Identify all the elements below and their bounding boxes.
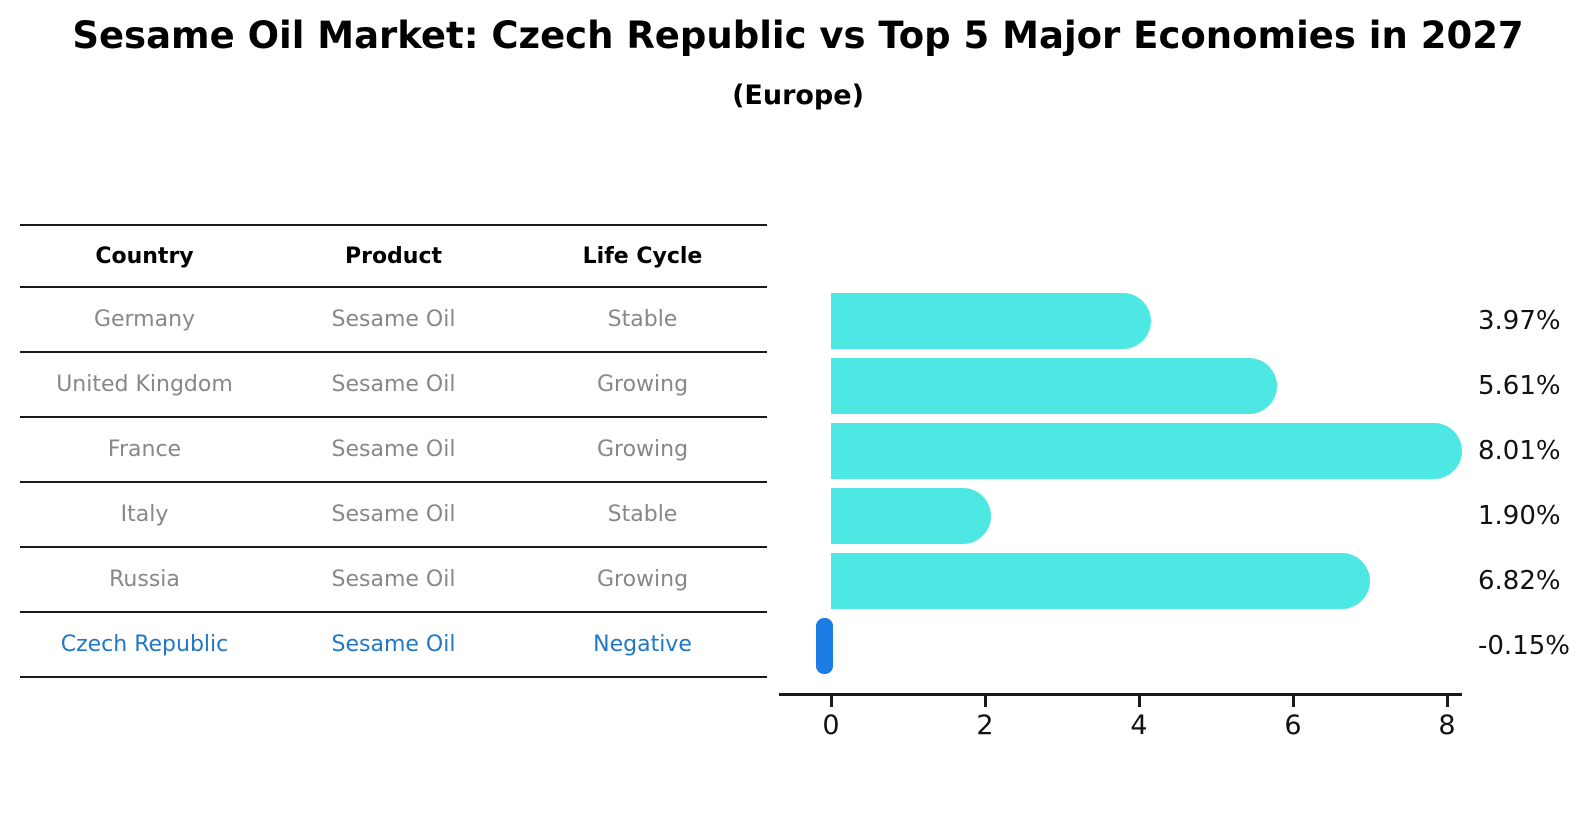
value-label-france: 8.01% (1478, 436, 1561, 466)
table-row-czech-republic: Czech Republic Sesame Oil Negative (20, 613, 767, 678)
cell-life-cycle: Growing (596, 437, 689, 462)
cell-country: Italy (120, 502, 169, 527)
cell-country: Germany (93, 307, 196, 332)
x-tick-mark-0 (829, 696, 833, 707)
value-label-russia: 6.82% (1478, 566, 1561, 596)
x-axis-line (779, 693, 1462, 696)
table-header-product: Product (344, 243, 443, 269)
table-row-france: France Sesame Oil Growing (20, 418, 767, 483)
value-label-italy: 1.90% (1478, 501, 1561, 531)
x-tick-label-4: 4 (1130, 710, 1148, 741)
table-header-country: Country (95, 243, 194, 269)
cell-product: Sesame Oil (331, 307, 456, 332)
bar-united-kingdom (831, 358, 1277, 414)
cell-country: France (107, 437, 182, 462)
bar-russia (831, 553, 1371, 609)
x-tick-label-2: 2 (976, 710, 994, 741)
x-tick-mark-6 (1291, 696, 1295, 707)
country-table: Country Product Life Cycle Germany Sesame… (20, 224, 767, 678)
table-row-italy: Italy Sesame Oil Stable (20, 483, 767, 548)
table-row-united-kingdom: United Kingdom Sesame Oil Growing (20, 353, 767, 418)
table-body: Germany Sesame Oil Stable United Kingdom Ses… (20, 288, 767, 678)
cell-product: Sesame Oil (331, 567, 456, 592)
bar-czech-republic (816, 618, 833, 674)
x-tick-mark-4 (1137, 696, 1141, 707)
value-label-czech-republic: -0.15% (1478, 631, 1570, 661)
cell-product: Sesame Oil (331, 502, 456, 527)
bar-germany (831, 293, 1151, 349)
x-tick-mark-8 (1445, 696, 1449, 707)
cell-life-cycle: Stable (607, 307, 678, 332)
table-row-germany: Germany Sesame Oil Stable (20, 288, 767, 353)
table-header-row: Country Product Life Cycle (20, 224, 767, 288)
cell-country: Czech Republic (60, 632, 229, 657)
page-subtitle: (Europe) (732, 80, 864, 111)
cell-country: Russia (109, 567, 180, 592)
table-row-russia: Russia Sesame Oil Growing (20, 548, 767, 613)
cell-country: United Kingdom (56, 372, 233, 397)
cell-life-cycle: Growing (596, 372, 689, 397)
value-label-germany: 3.97% (1478, 306, 1561, 336)
value-label-united-kingdom: 5.61% (1478, 371, 1561, 401)
table-header-life-cycle: Life Cycle (582, 243, 703, 269)
bar-france (831, 423, 1462, 479)
x-tick-label-0: 0 (822, 710, 840, 741)
cell-life-cycle: Growing (596, 567, 689, 592)
bar-italy (831, 488, 992, 544)
x-tick-label-8: 8 (1438, 710, 1456, 741)
x-tick-mark-2 (983, 696, 987, 707)
cell-life-cycle: Negative (593, 632, 692, 657)
cell-product: Sesame Oil (331, 437, 456, 462)
cell-product: Sesame Oil (331, 372, 456, 397)
cell-product: Sesame Oil (331, 632, 456, 657)
page-title: Sesame Oil Market: Czech Republic vs Top… (72, 14, 1524, 57)
cell-life-cycle: Stable (607, 502, 678, 527)
x-tick-label-6: 6 (1284, 710, 1302, 741)
